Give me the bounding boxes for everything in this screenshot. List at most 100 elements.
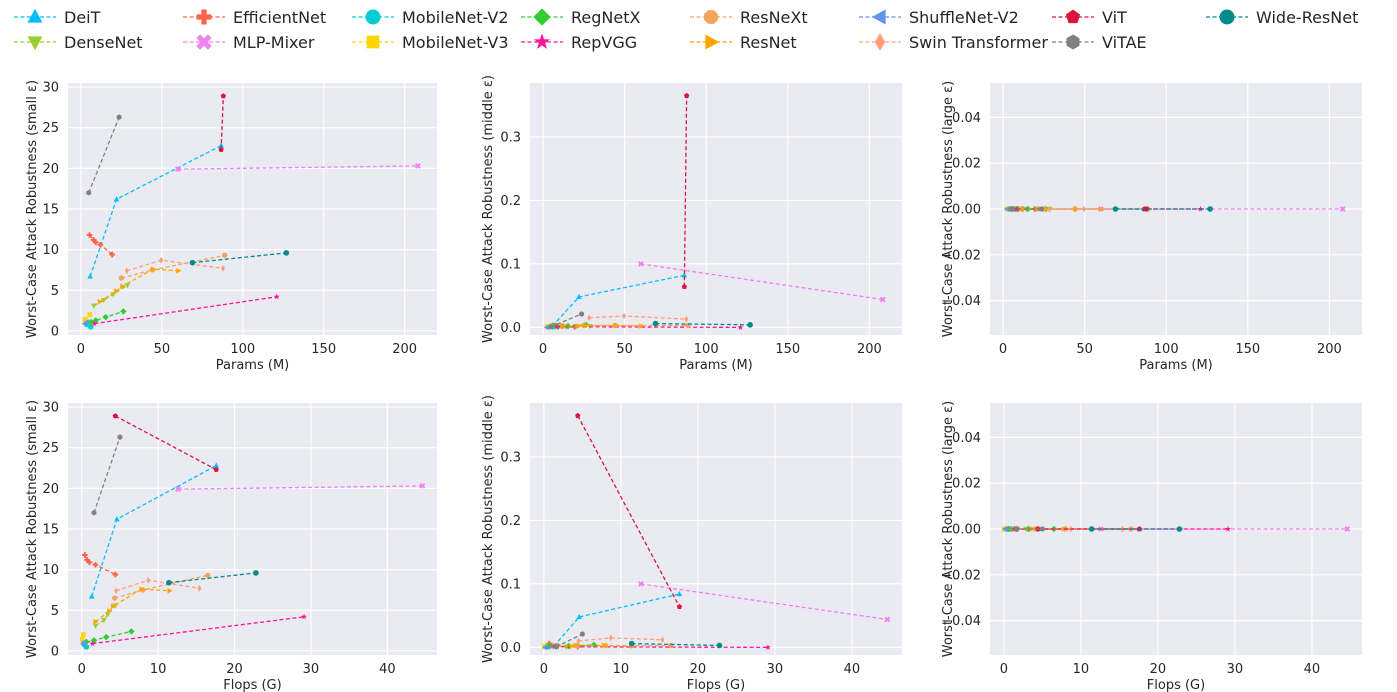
y-tick-label: 0.3 (500, 130, 521, 145)
data-point-efficientnet (90, 237, 97, 243)
series-line-regnetx (90, 310, 124, 323)
data-point-resnet (110, 603, 117, 610)
data-point-resnet (176, 267, 182, 274)
legend-marker-triangle-left-icon (871, 9, 886, 25)
data-point-mobilenet-v3 (87, 312, 93, 318)
data-point-resnet (97, 298, 103, 305)
data-point-deit (88, 593, 95, 599)
data-point-vitae (579, 311, 584, 317)
x-axis-label: Params (M) (679, 358, 752, 373)
series-line-mlp-mixer (640, 583, 888, 621)
x-tick-label: 200 (857, 342, 882, 357)
data-point-swin-transformer (684, 315, 689, 323)
data-point-efficientnet (92, 561, 99, 568)
data-point-wide-resnet (1112, 206, 1119, 212)
y-tick-label: 20 (42, 482, 59, 497)
y-tick-label: 0.2 (500, 194, 521, 209)
data-point-vit (683, 92, 690, 98)
x-tick-label: 100 (694, 342, 719, 357)
y-axis-label: Worst-Case Attack Robustness (small ε) (25, 80, 40, 338)
y-tick-label: 0.1 (500, 577, 521, 592)
data-point-deit (113, 196, 120, 202)
data-point-wide-resnet (628, 640, 635, 647)
data-point-wide-resnet (1176, 526, 1183, 532)
legend-label: Swin Transformer (909, 33, 1048, 52)
legend-marker-square-icon (366, 35, 380, 49)
series-layer (541, 412, 891, 651)
data-point-swin-transformer (124, 267, 129, 275)
legend-item-mobilenet-v2: MobileNet-V2 (352, 8, 509, 27)
data-point-regnetx (128, 628, 135, 635)
legend-label: ShuffleNet-V2 (909, 8, 1019, 27)
data-point-deit (114, 516, 120, 522)
data-point-resnet (582, 322, 588, 329)
y-tick-label: 15 (42, 203, 59, 218)
y-tick-label: 25 (42, 121, 59, 136)
data-point-vitae (553, 643, 559, 650)
x-tick-label: 0 (999, 342, 1007, 357)
y-tick-label: 30 (42, 81, 59, 96)
data-point-resnet (569, 643, 575, 649)
data-point-swin-transformer (660, 636, 665, 644)
data-point-wide-resnet (747, 322, 753, 328)
data-point-efficientnet (109, 251, 115, 258)
data-point-mobilenet-v3 (81, 632, 86, 638)
x-axis-label: Flops (G) (223, 678, 281, 692)
x-tick-label: 10 (613, 662, 630, 677)
y-tick-label: −0.04 (941, 294, 981, 309)
x-tick-label: 40 (844, 662, 861, 677)
data-point-repvgg (1013, 205, 1020, 212)
legend-marker-triangle-up-icon (27, 8, 43, 23)
data-point-deit (576, 613, 583, 620)
series-line-resnet (95, 588, 170, 623)
series-line-wide-resnet (168, 572, 257, 584)
series-line-repvgg (92, 616, 305, 645)
data-point-swin-transformer (114, 587, 119, 595)
data-point-resnet (639, 323, 645, 329)
series-line-densenet (95, 604, 116, 627)
y-tick-label: 0.0 (500, 321, 521, 336)
x-tick-label: 0 (1000, 662, 1008, 677)
legend-label: MobileNet-V3 (402, 33, 509, 52)
series-line-densenet (93, 284, 128, 307)
y-axis-label: Worst-Case Attack Robustness (large ε) (941, 401, 956, 657)
panel-flops-small: 0 10 20 30 40 0 5 10 15 20 25 30 Flops (G) Worst-Case… (25, 400, 437, 692)
legend-marker-thin-diamond-icon (874, 33, 886, 51)
data-point-vitae (1039, 206, 1044, 212)
data-point-mobilenet-v3 (82, 317, 88, 322)
legend-marker-circle-icon (365, 9, 381, 25)
data-point-mlp-mixer (1344, 526, 1351, 532)
data-point-regnetx (102, 633, 110, 641)
x-tick-label: 0 (78, 662, 86, 677)
data-point-resnext (112, 595, 118, 601)
series-line-vit (577, 415, 680, 608)
series-line-vit (220, 95, 225, 150)
series-line-wide-resnet (655, 322, 751, 326)
legend-item-regnetx: RegNetX (521, 8, 640, 27)
x-tick-label: 50 (616, 342, 633, 357)
data-point-resnet (114, 288, 120, 294)
data-point-swin-transformer (622, 312, 626, 320)
series-line-resnext (121, 254, 225, 279)
data-point-repvgg (89, 640, 96, 647)
legend-item-efficientnet: EfficientNet (183, 8, 326, 27)
data-point-resnet (167, 587, 173, 594)
x-axis-label: Flops (G) (687, 678, 745, 692)
y-tick-label: 0.00 (952, 203, 981, 218)
legend-item-wide-resnet: Wide-ResNet (1206, 8, 1358, 27)
series-line-vit (683, 95, 688, 287)
data-point-efficientnet (86, 559, 93, 566)
data-point-wide-resnet (716, 642, 723, 649)
data-point-efficientnet (97, 241, 104, 248)
series-layer (1003, 205, 1346, 213)
data-point-swin-transformer (576, 637, 581, 645)
data-point-resnet (1020, 206, 1026, 212)
x-tick-label: 50 (154, 342, 171, 357)
x-tick-label: 0 (540, 662, 548, 677)
data-point-deit (218, 142, 224, 148)
series-line-deit (553, 593, 680, 647)
data-point-resnet (93, 618, 99, 625)
x-tick-label: 150 (311, 342, 336, 357)
data-point-wide-resnet (166, 579, 172, 586)
data-point-deit (676, 590, 683, 597)
